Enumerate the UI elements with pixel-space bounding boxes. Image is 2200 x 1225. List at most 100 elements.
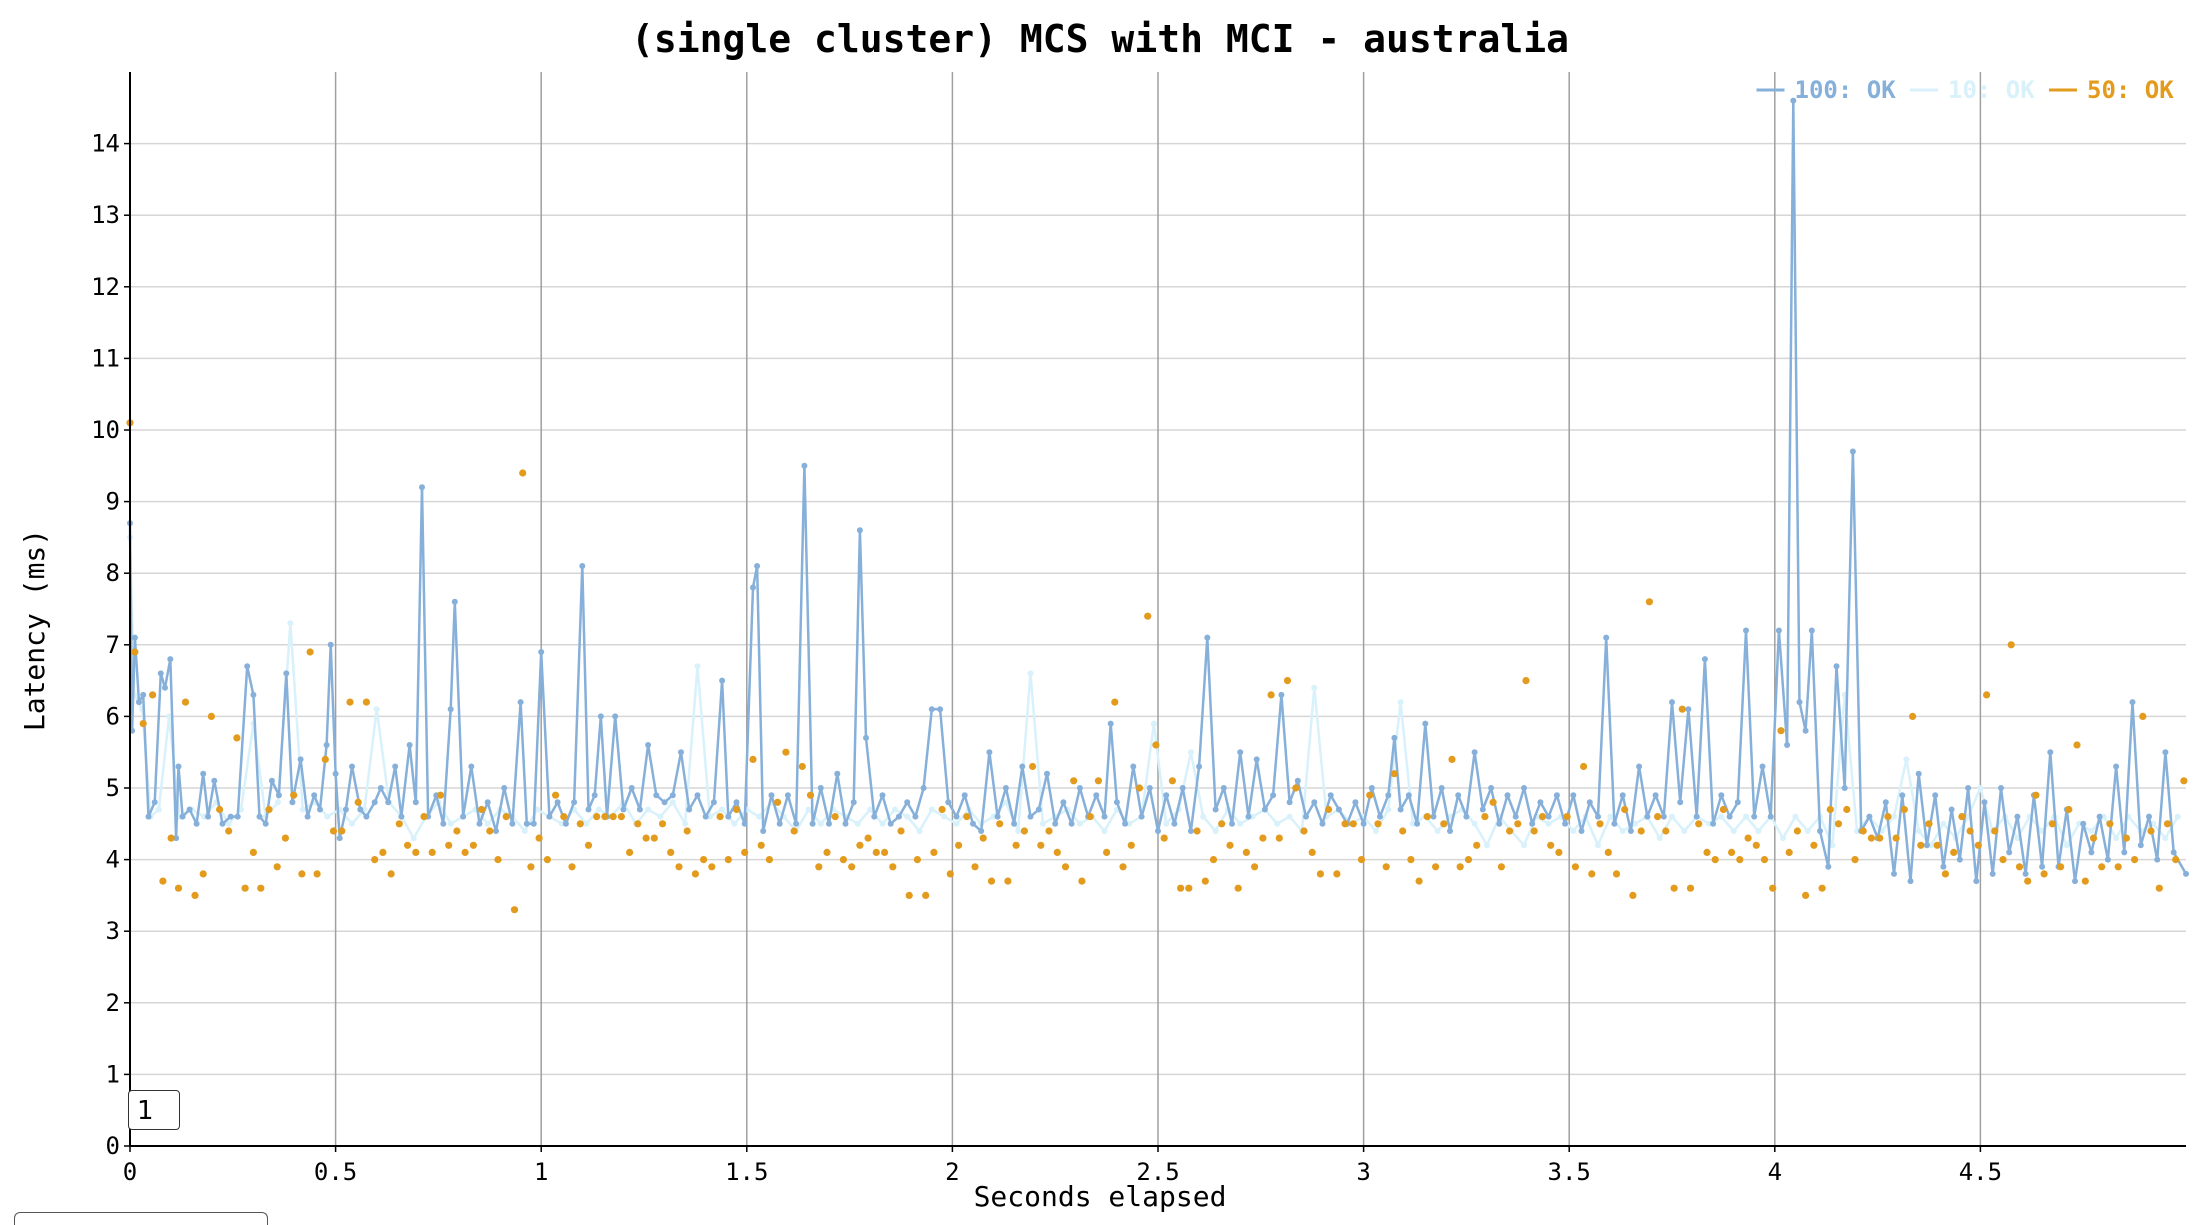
data-point — [1422, 720, 1429, 727]
data-point — [373, 706, 380, 713]
data-point — [1718, 792, 1725, 799]
series-line-segment — [1629, 766, 1641, 832]
data-point — [842, 820, 849, 827]
data-point — [406, 742, 413, 748]
series-line-segment — [449, 601, 457, 710]
data-point — [1744, 834, 1752, 842]
data-point — [658, 820, 667, 828]
data-point — [928, 806, 935, 813]
series-line-segment — [1933, 795, 1945, 867]
legend-label[interactable]: 50: OK — [2087, 76, 2174, 104]
series-line-segment — [1806, 815, 1821, 832]
data-point — [167, 834, 175, 842]
series-line-segment — [696, 666, 712, 817]
data-point — [612, 713, 619, 720]
data-point — [2139, 712, 2147, 721]
data-point — [583, 820, 590, 827]
data-point — [1999, 856, 2007, 864]
data-point — [879, 820, 886, 827]
data-point — [1070, 777, 1078, 785]
series-line-segment — [1280, 694, 1291, 803]
series-line-segment — [1148, 787, 1160, 832]
series-line-segment — [1473, 752, 1485, 810]
x-tick-label: 4.5 — [1959, 1158, 2002, 1186]
data-point — [1891, 870, 1897, 877]
legend-label[interactable]: 100: OK — [1795, 76, 1897, 104]
data-point — [519, 469, 527, 477]
data-point — [1730, 828, 1737, 834]
series-line-segment — [712, 680, 724, 803]
data-point — [806, 791, 815, 799]
data-point — [440, 820, 447, 827]
data-point — [324, 813, 331, 820]
data-point — [193, 820, 200, 827]
data-point — [1907, 878, 1914, 885]
bottom-tab[interactable] — [14, 1212, 268, 1225]
data-point — [719, 677, 726, 684]
data-point — [1187, 749, 1194, 756]
data-point — [1027, 670, 1034, 677]
series-line-segment — [169, 659, 178, 839]
data-point — [963, 813, 971, 821]
series-line-segment — [914, 787, 925, 817]
data-point — [904, 813, 911, 820]
data-point — [338, 827, 346, 835]
data-point — [1915, 770, 1922, 777]
data-point — [1093, 792, 1100, 799]
series-line-segment — [1596, 637, 1608, 817]
data-point — [1512, 813, 1519, 820]
series-line-segment — [1827, 666, 1838, 867]
data-point — [1711, 856, 1719, 864]
data-point — [872, 848, 880, 857]
series-line-segment — [478, 801, 489, 825]
series-line-segment — [400, 815, 415, 839]
data-point — [2163, 820, 2172, 828]
series-line-segment — [922, 709, 934, 789]
series-line-segment — [1909, 773, 1920, 882]
data-point — [336, 835, 343, 842]
data-point — [1785, 848, 1793, 857]
data-point — [1867, 834, 1875, 842]
data-point — [937, 706, 944, 713]
data-point — [1793, 827, 1801, 835]
data-point — [1973, 878, 1980, 885]
data-point — [2080, 820, 2087, 827]
data-point — [1965, 785, 1972, 791]
data-point — [2183, 870, 2189, 877]
data-point — [1909, 712, 1917, 721]
y-tick-label: 2 — [106, 989, 120, 1017]
series-line-segment — [2065, 823, 2081, 846]
data-point — [1784, 742, 1791, 748]
data-point — [241, 884, 249, 892]
series-line-segment — [1012, 766, 1024, 824]
data-point — [1286, 799, 1293, 806]
data-point — [978, 828, 985, 834]
data-point — [1841, 785, 1848, 791]
legend-label[interactable]: 10: OK — [1948, 76, 2035, 104]
data-point — [601, 813, 609, 821]
series-line-segment — [386, 766, 397, 803]
data-point — [1274, 820, 1281, 827]
series-line-segment — [1757, 815, 1772, 832]
data-point — [1440, 820, 1448, 828]
data-point — [1456, 863, 1464, 871]
series-line-segment — [858, 530, 868, 738]
data-point — [527, 863, 535, 871]
data-point — [2089, 834, 2098, 842]
data-point — [971, 863, 979, 871]
data-point — [1923, 842, 1930, 849]
series-line-segment — [2155, 752, 2167, 860]
data-point — [953, 813, 960, 820]
data-point — [990, 813, 997, 820]
series-line-segment — [1465, 752, 1476, 817]
series-line-segment — [1197, 637, 1209, 767]
data-point — [468, 763, 475, 770]
data-point — [349, 820, 355, 827]
data-point — [447, 820, 454, 827]
series-line-segment — [996, 787, 1008, 817]
data-point — [2024, 877, 2032, 885]
legend[interactable]: 50: OK 10: OK 100: OK — [1756, 76, 2175, 104]
zoom-input[interactable]: 1 — [128, 1090, 180, 1130]
data-point — [667, 848, 675, 857]
data-point — [1948, 806, 1955, 813]
